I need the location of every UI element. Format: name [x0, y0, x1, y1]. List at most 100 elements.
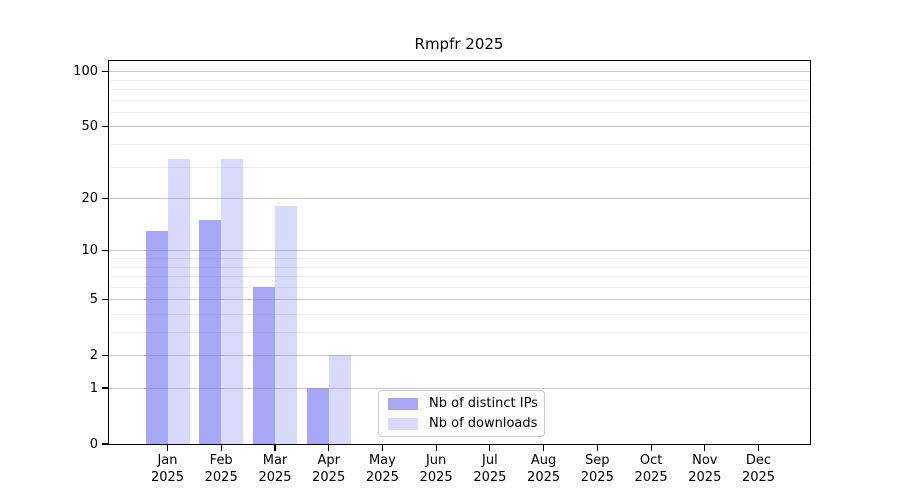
minor-gridline	[109, 79, 810, 81]
x-axis-tick	[328, 445, 330, 451]
x-tick-month: Jun	[425, 453, 447, 468]
minor-gridline	[109, 111, 810, 113]
y-axis-tick	[102, 354, 108, 356]
x-tick-label: Oct 2025	[621, 452, 681, 486]
y-axis-tick	[102, 125, 108, 127]
y-axis-tick	[102, 197, 108, 199]
x-tick-label: Sep 2025	[567, 452, 627, 486]
x-tick-label: Jan 2025	[138, 452, 198, 486]
x-tick-label: Jul 2025	[460, 452, 520, 486]
legend-label-distinct-ips: Nb of distinct IPs	[429, 396, 538, 411]
bar-downloads	[221, 159, 244, 444]
y-tick-label: 1	[89, 380, 98, 396]
y-tick-label: 0	[89, 436, 98, 452]
minor-gridline	[109, 89, 810, 90]
x-tick-year: 2025	[365, 470, 399, 485]
x-tick-year: 2025	[634, 470, 668, 485]
bar-downloads	[167, 159, 190, 444]
x-tick-year: 2025	[527, 470, 561, 485]
minor-gridline	[109, 332, 810, 333]
x-axis-tick	[489, 445, 491, 451]
minor-gridline	[109, 314, 810, 315]
major-gridline	[109, 71, 810, 73]
y-tick-label: 20	[81, 190, 98, 206]
x-tick-year: 2025	[419, 470, 453, 485]
x-tick-label: Mar 2025	[245, 452, 305, 486]
y-tick-label: 2	[89, 347, 98, 363]
x-tick-year: 2025	[204, 470, 238, 485]
x-axis-tick	[381, 445, 383, 451]
y-tick-label: 100	[73, 63, 98, 79]
bar-distinct-ips	[306, 388, 329, 444]
x-axis-tick	[166, 445, 169, 451]
x-tick-year: 2025	[312, 470, 346, 485]
major-gridline	[109, 250, 810, 252]
legend-swatch-downloads	[388, 417, 418, 430]
x-axis-tick	[704, 445, 706, 451]
x-axis-tick	[543, 445, 545, 451]
x-tick-year: 2025	[580, 470, 614, 485]
x-tick-month: Apr	[317, 453, 340, 468]
x-tick-month: Jan	[157, 453, 178, 468]
y-axis-tick	[102, 249, 108, 251]
x-tick-month: May	[368, 453, 396, 468]
chart-title: Rmpfr 2025	[414, 35, 504, 53]
legend-label-downloads: Nb of downloads	[429, 416, 538, 431]
minor-gridline	[109, 258, 810, 259]
x-tick-month: Feb	[209, 453, 233, 468]
x-tick-label: Feb 2025	[191, 452, 251, 486]
major-gridline	[109, 198, 810, 200]
x-tick-month: Dec	[745, 453, 772, 468]
minor-gridline	[109, 286, 810, 288]
x-tick-month: Nov	[692, 453, 718, 468]
major-gridline	[109, 355, 810, 357]
legend-entry-downloads: Nb of downloads	[388, 416, 538, 431]
x-tick-year: 2025	[258, 470, 292, 485]
y-tick-label: 5	[89, 291, 98, 307]
y-tick-label: 50	[81, 118, 98, 134]
minor-gridline	[109, 99, 810, 101]
x-tick-month: Aug	[530, 453, 557, 468]
x-tick-label: May 2025	[352, 452, 412, 486]
x-tick-label: Aug 2025	[514, 452, 574, 486]
y-tick-label: 10	[81, 242, 98, 258]
minor-gridline	[109, 144, 810, 145]
minor-gridline	[109, 166, 810, 168]
bar-downloads	[328, 355, 351, 444]
x-tick-month: Sep	[585, 453, 610, 468]
bar-distinct-ips	[253, 286, 275, 444]
x-tick-label: Jun 2025	[406, 452, 466, 486]
major-gridline	[109, 299, 810, 301]
y-axis-tick	[102, 387, 108, 389]
legend: Nb of distinct IPs Nb of downloads	[378, 390, 545, 437]
x-axis-tick	[757, 445, 760, 451]
major-gridline	[109, 126, 810, 128]
bar-downloads	[275, 206, 297, 444]
x-tick-year: 2025	[473, 470, 507, 485]
legend-entry-distinct-ips: Nb of distinct IPs	[388, 396, 538, 411]
bar-distinct-ips	[145, 230, 168, 444]
x-tick-year: 2025	[741, 470, 776, 485]
y-axis-tick	[102, 443, 108, 445]
bar-distinct-ips	[199, 220, 222, 444]
x-axis-tick	[650, 445, 652, 451]
x-tick-label: Nov 2025	[675, 452, 735, 486]
x-axis-tick	[274, 445, 276, 451]
x-tick-month: Jul	[482, 453, 498, 468]
major-gridline	[109, 388, 810, 389]
x-tick-month: Mar	[262, 453, 288, 468]
minor-gridline	[109, 266, 810, 268]
y-axis-tick	[102, 298, 108, 300]
x-tick-year: 2025	[150, 470, 185, 485]
x-tick-month: Oct	[639, 453, 663, 468]
x-axis-tick	[435, 445, 437, 451]
x-axis-tick	[220, 445, 222, 451]
minor-gridline	[109, 276, 810, 277]
x-tick-year: 2025	[688, 470, 722, 485]
x-tick-label: Apr 2025	[299, 452, 359, 486]
x-axis-tick	[596, 445, 598, 451]
x-tick-label: Dec 2025	[729, 452, 789, 486]
y-axis-tick	[102, 70, 108, 72]
legend-swatch-distinct-ips	[388, 397, 418, 410]
